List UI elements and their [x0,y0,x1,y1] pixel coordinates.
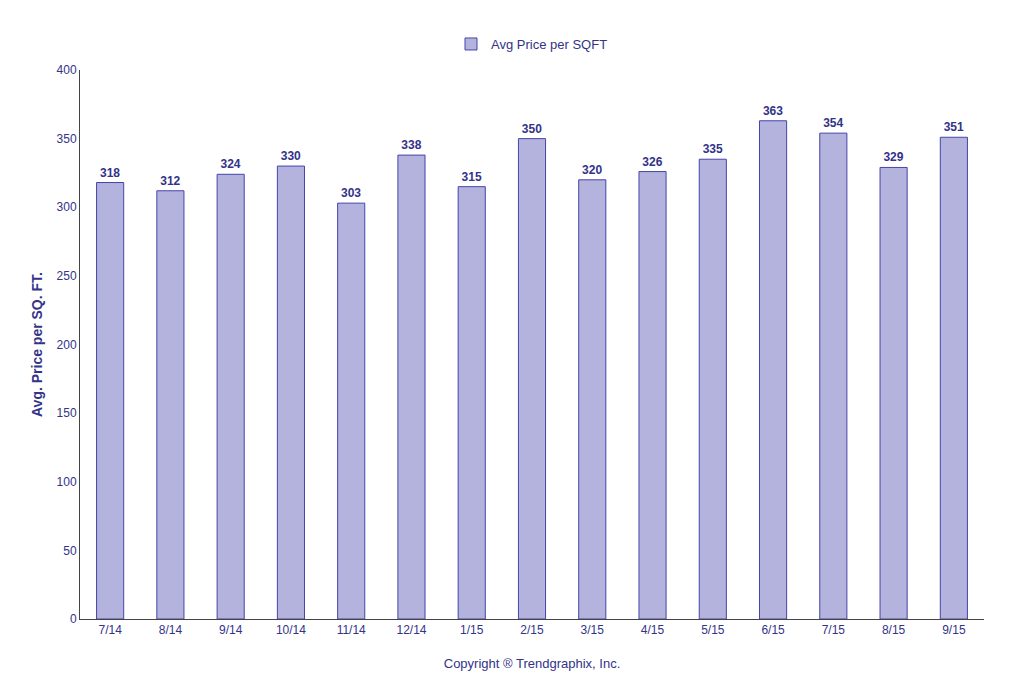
svg-text:330: 330 [281,149,301,163]
svg-text:7/15: 7/15 [822,623,846,637]
svg-text:335: 335 [703,142,723,156]
svg-text:350: 350 [522,122,542,136]
svg-text:150: 150 [57,406,77,420]
svg-text:10/14: 10/14 [276,623,306,637]
svg-text:5/15: 5/15 [701,623,725,637]
svg-text:363: 363 [763,104,783,118]
svg-text:Avg. Price per SQ. FT.: Avg. Price per SQ. FT. [29,272,45,417]
svg-text:4/15: 4/15 [641,623,665,637]
svg-text:9/15: 9/15 [942,623,966,637]
svg-text:324: 324 [220,157,240,171]
svg-text:400: 400 [57,63,77,77]
svg-text:3/15: 3/15 [581,623,605,637]
svg-text:318: 318 [100,166,120,180]
svg-text:351: 351 [944,120,964,134]
svg-text:329: 329 [883,150,903,164]
svg-text:9/14: 9/14 [219,623,243,637]
svg-text:12/14: 12/14 [396,623,426,637]
svg-text:303: 303 [341,186,361,200]
svg-text:1/15: 1/15 [460,623,484,637]
svg-text:250: 250 [57,269,77,283]
svg-text:50: 50 [63,544,77,558]
svg-text:338: 338 [401,138,421,152]
svg-text:11/14: 11/14 [337,623,366,637]
svg-text:2/15: 2/15 [520,623,544,637]
svg-text:0: 0 [70,612,77,626]
svg-text:Copyright ® Trendgraphix, Inc.: Copyright ® Trendgraphix, Inc. [444,656,621,671]
svg-text:326: 326 [642,155,662,169]
svg-text:7/14: 7/14 [98,623,122,637]
svg-text:315: 315 [462,170,482,184]
svg-text:354: 354 [823,116,843,130]
svg-text:200: 200 [57,338,77,352]
svg-text:350: 350 [57,132,77,146]
svg-text:8/15: 8/15 [882,623,906,637]
svg-text:6/15: 6/15 [761,623,785,637]
svg-text:Avg Price per SQFT: Avg Price per SQFT [491,37,607,52]
svg-text:320: 320 [582,163,602,177]
svg-text:312: 312 [160,174,180,188]
svg-text:300: 300 [57,200,77,214]
svg-text:100: 100 [57,475,77,489]
svg-text:8/14: 8/14 [159,623,183,637]
